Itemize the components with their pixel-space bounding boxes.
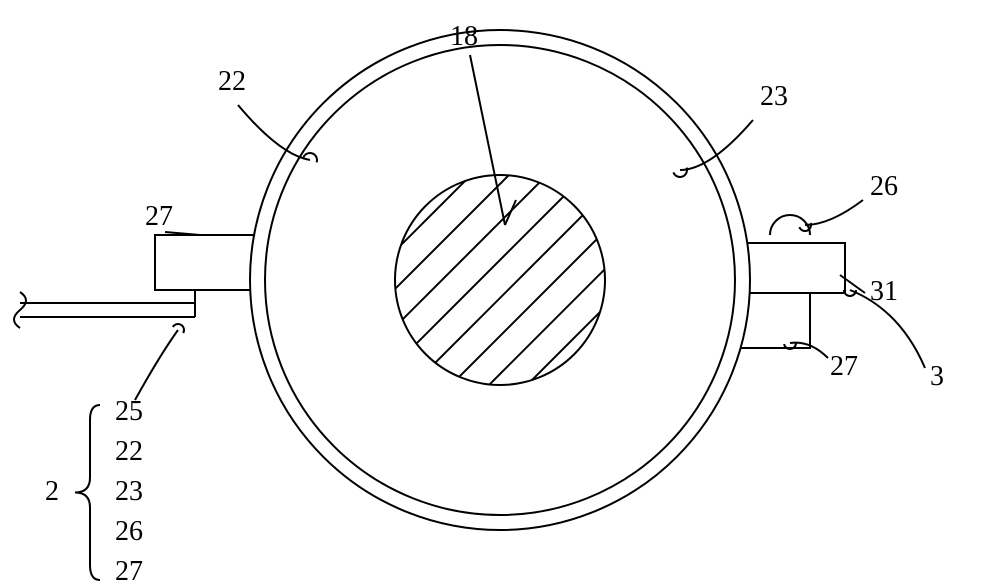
lbl-22: 22 [218, 66, 246, 97]
hub-circle [395, 175, 605, 385]
group2-brace [75, 405, 100, 580]
left-tab [155, 235, 265, 290]
group2-item-4: 27 [115, 556, 143, 585]
group2-item-3: 26 [115, 516, 143, 547]
break-mark [14, 292, 26, 328]
group2-label: 2 [45, 476, 59, 507]
lbl-18: 18 [450, 21, 478, 52]
lbl-3: 3 [930, 361, 944, 392]
lbl-25-leader [135, 330, 178, 400]
lbl-27L: 27 [145, 201, 173, 232]
lbl-26-leader [805, 200, 863, 225]
group2-item-2: 23 [115, 476, 143, 507]
group2-item-1: 22 [115, 436, 143, 467]
right-knob [770, 215, 810, 235]
lbl-27R: 27 [830, 351, 858, 382]
lbl-26: 26 [870, 171, 898, 202]
group2-item-0: 25 [115, 396, 143, 427]
diagram-canvas: 22182326273127322522232627 [0, 0, 1000, 585]
lbl-23: 23 [760, 81, 788, 112]
right-tab-upper [735, 243, 845, 293]
